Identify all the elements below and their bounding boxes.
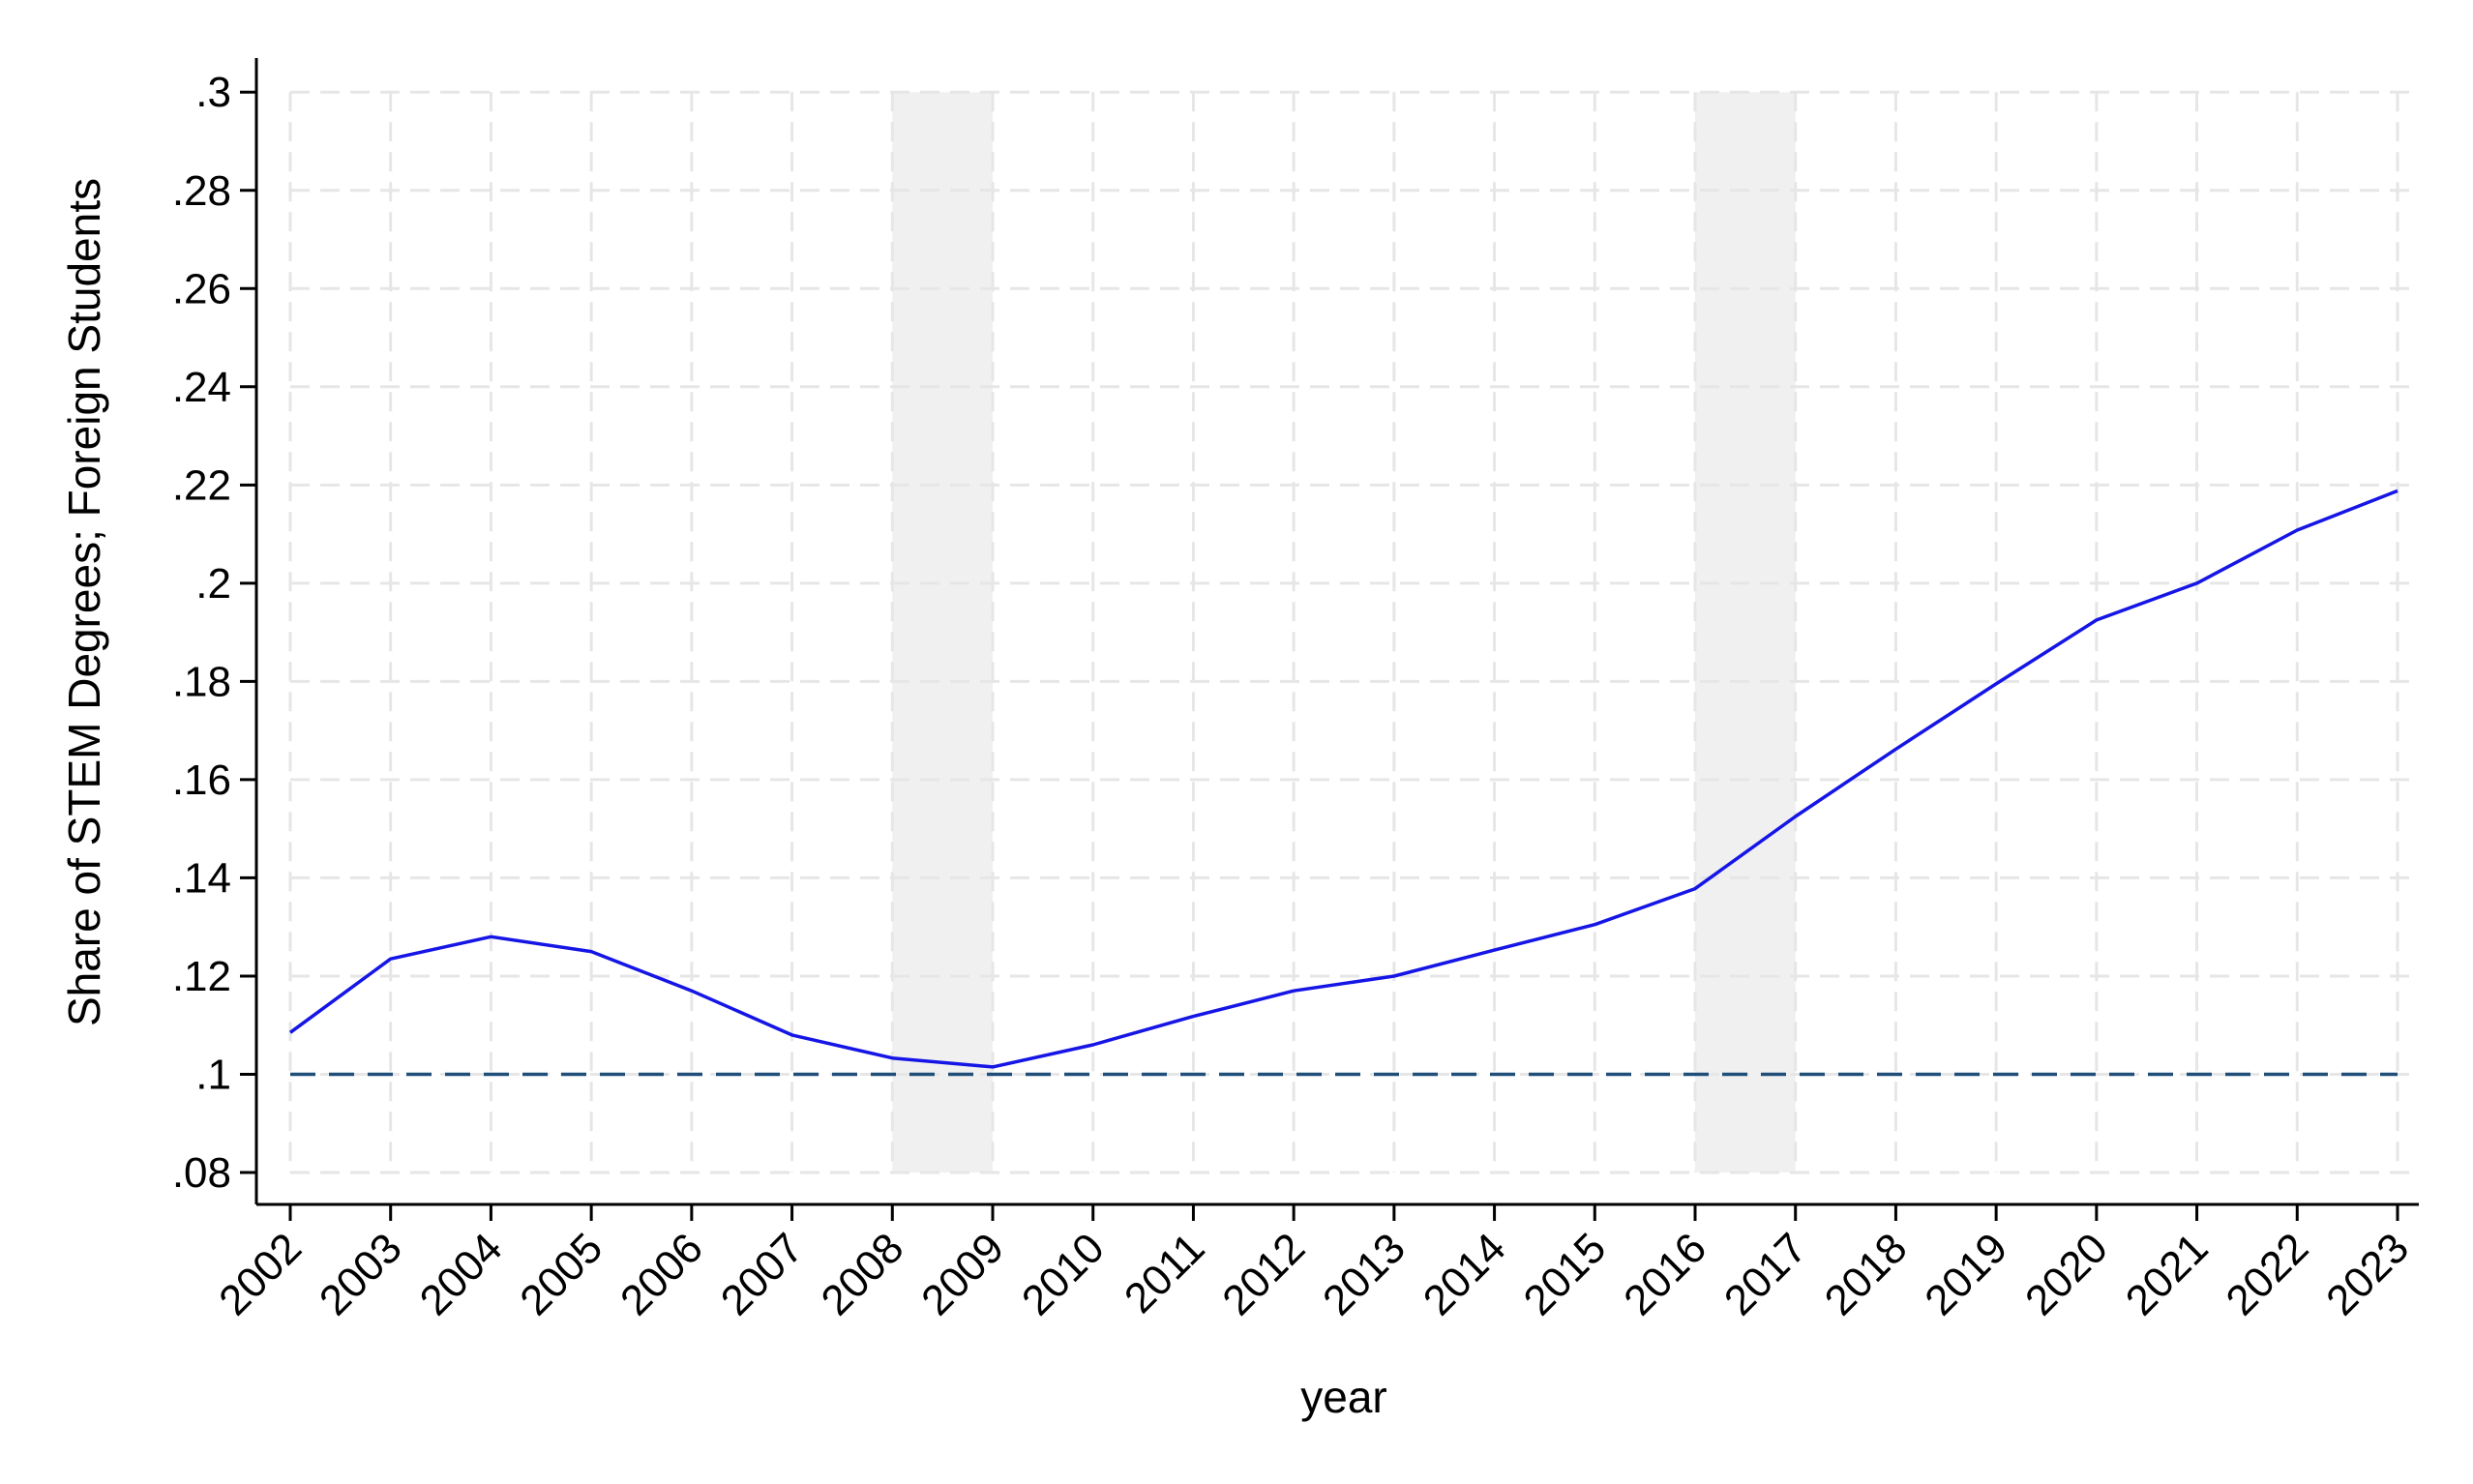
x-tick-label: 2022 xyxy=(2217,1224,2317,1324)
x-tick-label: 2017 xyxy=(1715,1224,1816,1324)
y-tick-label: .26 xyxy=(172,265,231,312)
x-tick-label: 2006 xyxy=(611,1224,712,1324)
x-tick-label: 2023 xyxy=(2317,1224,2418,1324)
y-tick-label: .1 xyxy=(195,1051,231,1098)
series-points-1 xyxy=(289,490,2399,1067)
y-tick-label: .14 xyxy=(172,854,231,902)
x-tick-label: 2020 xyxy=(2016,1224,2117,1324)
series-layer xyxy=(288,489,2399,1069)
x-axis-title: year xyxy=(1300,1372,1386,1422)
x-tick-label: 2021 xyxy=(2117,1224,2218,1324)
y-tick-label: .28 xyxy=(172,167,231,215)
y-tick-label: .22 xyxy=(172,461,231,509)
axes xyxy=(254,58,2419,1206)
shaded-regions xyxy=(892,92,1796,1173)
y-tick-label: .2 xyxy=(195,560,231,608)
y-tick-label: .18 xyxy=(172,658,231,705)
x-tick-label: 2002 xyxy=(210,1224,311,1324)
x-tick-label: 2004 xyxy=(411,1224,512,1324)
y-tick-label: .3 xyxy=(195,69,231,116)
x-tick-label: 2003 xyxy=(311,1224,411,1324)
x-tick-label: 2007 xyxy=(712,1224,813,1324)
x-tick-label: 2012 xyxy=(1213,1224,1314,1324)
x-tick-label: 2016 xyxy=(1615,1224,1715,1324)
series-line-1 xyxy=(288,489,2399,1069)
shaded-region-2 xyxy=(1695,92,1796,1173)
y-axis-ticks: .08 .1 .12 .14 .16 .18 .2 .22 .24 .26 .28 .3 xyxy=(172,69,256,1197)
x-tick-label: 2009 xyxy=(912,1224,1013,1324)
shaded-region-1 xyxy=(892,92,993,1173)
y-tick-label: .12 xyxy=(172,953,231,1000)
x-tick-label: 2018 xyxy=(1816,1224,1917,1324)
gridlines xyxy=(288,90,2419,1174)
x-tick-label: 2014 xyxy=(1415,1224,1515,1324)
x-tick-label: 2008 xyxy=(812,1224,912,1324)
y-tick-label: .08 xyxy=(172,1149,231,1197)
x-tick-label: 2011 xyxy=(1116,1224,1214,1322)
x-tick-label: 2013 xyxy=(1314,1224,1415,1324)
x-tick-label: 2005 xyxy=(511,1224,611,1324)
x-tick-label: 2010 xyxy=(1013,1224,1114,1324)
x-axis-ticks: 2002 2003 2004 2005 2006 2007 2008 2009 2010 2011… xyxy=(210,1204,2418,1324)
x-tick-label: 2019 xyxy=(1916,1224,2016,1324)
x-tick-label: 2015 xyxy=(1514,1224,1615,1324)
y-tick-label: .16 xyxy=(172,757,231,804)
y-tick-label: .24 xyxy=(172,364,231,411)
y-axis-title: Share of STEM Degrees; Foreign Students xyxy=(59,178,109,1026)
